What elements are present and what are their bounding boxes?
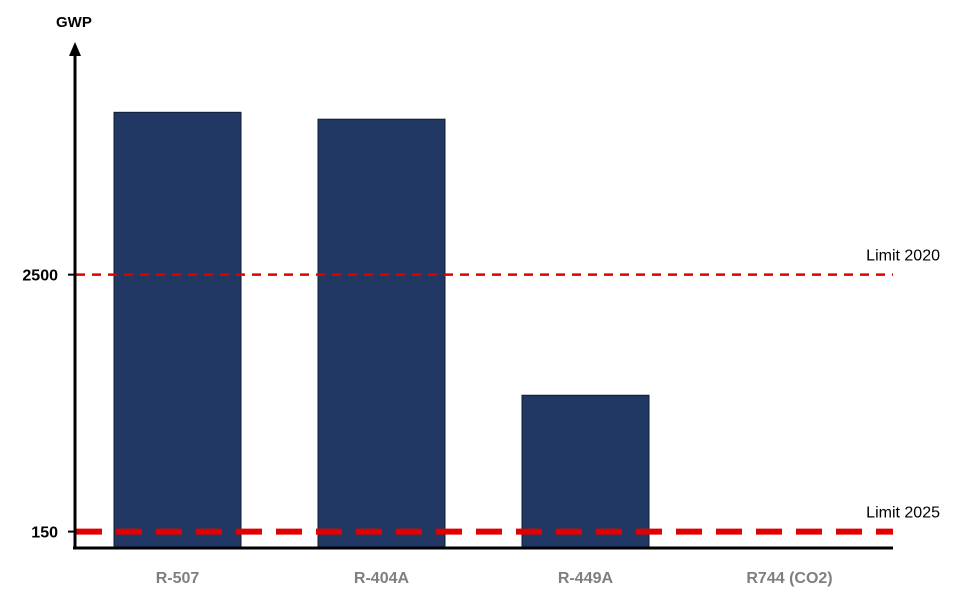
limit-label-0: Limit 2020 [866,248,940,265]
reference-lines-layer: Limit 2020 Limit 2025 [76,248,940,535]
category-label-0: R-507 [156,570,200,587]
limit-label-1: Limit 2025 [866,505,940,522]
category-label-1: R-404A [354,570,410,587]
y-axis-label: GWP [56,14,92,31]
category-label-3: R744 (CO2) [746,570,832,587]
bar-1 [317,118,446,549]
axes-layer: GWP [56,14,893,550]
bars-layer [113,111,854,549]
category-label-2: R-449A [558,570,614,587]
y-tick-label-1: 2500 [22,268,58,285]
y-ticks-layer: 150 2500 [22,268,75,542]
category-labels-layer: R-507 R-404A R-449A R744 (CO2) [156,570,833,587]
y-tick-label-0: 150 [31,525,58,542]
y-axis-arrow-icon [69,42,81,56]
bar-0 [113,111,242,549]
bar-2 [521,394,650,549]
